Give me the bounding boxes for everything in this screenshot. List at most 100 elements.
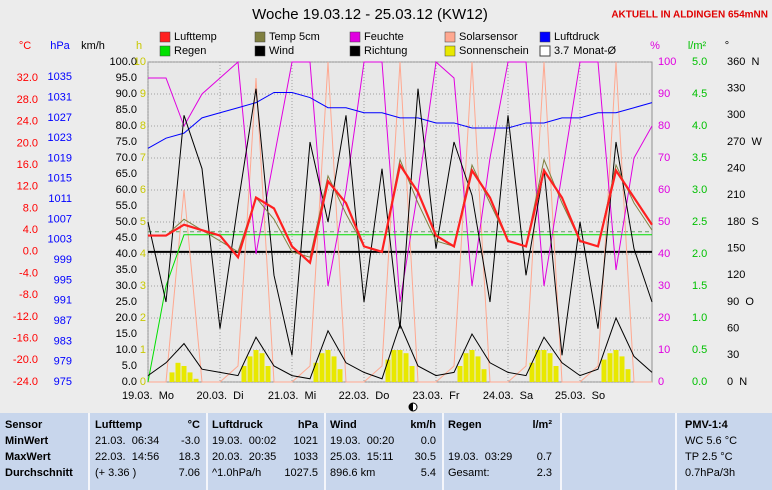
y-tick-label: 55.0 xyxy=(116,200,137,212)
y-tick-label: 32.0 xyxy=(17,72,38,84)
table-cell: Regen xyxy=(448,419,482,431)
axis-title: % xyxy=(650,40,660,52)
table-cell: 19.03. 00:02 xyxy=(212,435,277,447)
legend-label: Wind xyxy=(269,45,294,57)
x-tick-label: 19.03. Mo xyxy=(122,390,174,402)
y-tick-label: 987 xyxy=(54,315,72,327)
y-tick-label: 1.0 xyxy=(692,312,707,324)
separator xyxy=(560,413,562,490)
table-cell: 19.03. 03:29 xyxy=(448,451,513,463)
y-tick-label: 1027 xyxy=(48,112,72,124)
chart: Woche 19.03.12 - 25.03.12 (KW12) AKTUELL… xyxy=(13,6,768,412)
separator xyxy=(88,413,90,490)
table-cell: l/m² xyxy=(532,419,552,431)
y-tick-label: 1015 xyxy=(48,173,72,185)
bar xyxy=(241,366,247,382)
y-tick-label: 120 xyxy=(727,269,745,281)
legend-swatch xyxy=(444,45,456,57)
table-cell: 1021 xyxy=(293,435,318,447)
bar xyxy=(385,359,391,382)
table-cell: 22.03. 14:56 xyxy=(95,451,160,463)
legend-swatch xyxy=(159,31,171,43)
y-tick-label: 30 xyxy=(727,349,739,361)
legend-label: Regen xyxy=(174,45,206,57)
bar xyxy=(481,369,487,382)
y-tick-label: 10.0 xyxy=(116,344,137,356)
bar xyxy=(175,362,181,382)
x-tick-label: 24.03. Sa xyxy=(483,390,534,402)
legend-label: Temp 5cm xyxy=(269,31,320,43)
y-tick-label: -4.0 xyxy=(19,267,38,279)
y-tick-label: 70.0 xyxy=(116,152,137,164)
y-tick-label: 300 xyxy=(727,109,745,121)
series-line xyxy=(147,234,652,383)
bar xyxy=(391,350,397,382)
y-tick-label: 4 xyxy=(140,248,146,260)
legend-swatch xyxy=(159,45,171,57)
y-tick-label: 100 xyxy=(658,56,676,68)
table-cell: MinWert xyxy=(5,435,49,447)
bar xyxy=(253,350,259,382)
y-tick-label: 1 xyxy=(140,344,146,356)
legend-label: Solarsensor xyxy=(459,31,518,43)
bar xyxy=(409,366,415,382)
y-tick-label: 20 xyxy=(658,312,670,324)
y-tick-label: 28.0 xyxy=(17,94,38,106)
y-tick-label: 3.5 xyxy=(692,152,707,164)
bar xyxy=(541,350,547,382)
table-cell: 0.7 xyxy=(536,451,552,463)
y-tick-label: 1.5 xyxy=(692,280,707,292)
table-cell: Lufttemp xyxy=(95,419,143,431)
y-tick-label: 150 xyxy=(727,243,745,255)
y-tick-label: 1007 xyxy=(48,213,72,225)
bar xyxy=(259,353,265,382)
bar xyxy=(337,369,343,382)
table-cell: 0.7hPa/3h xyxy=(685,467,736,479)
bar xyxy=(403,353,409,382)
bar xyxy=(529,362,535,382)
y-tick-label: 20.0 xyxy=(17,137,38,149)
y-tick-label: 0 xyxy=(658,376,664,388)
y-tick-label: 7 xyxy=(140,152,146,164)
y-tick-label: 25.0 xyxy=(116,296,137,308)
y-tick-label: 50.0 xyxy=(116,216,137,228)
series-line xyxy=(147,316,653,380)
y-tick-label: 0.0 xyxy=(23,246,38,258)
table-cell: Luftdruck xyxy=(212,419,263,431)
legend-swatch xyxy=(539,45,551,57)
legend-label: Sonnenschein xyxy=(459,45,529,57)
table-cell: 25.03. 15:11 xyxy=(330,451,394,463)
y-tick-label: 1019 xyxy=(48,152,72,164)
bar xyxy=(313,362,319,382)
y-tick-label: 270 W xyxy=(727,136,762,148)
table-cell: 2.3 xyxy=(536,467,552,479)
y-tick-label: 8 xyxy=(140,120,146,132)
x-tick-label: 21.03. Mi xyxy=(268,390,316,402)
y-tick-label: 30 xyxy=(658,280,670,292)
series-line xyxy=(147,88,653,356)
bar xyxy=(265,366,271,382)
bar xyxy=(169,372,175,382)
y-tick-label: 983 xyxy=(54,335,72,347)
y-tick-label: -8.0 xyxy=(19,289,38,301)
separator xyxy=(206,413,208,490)
table-cell: ^1.0hPa/h xyxy=(212,467,262,479)
bar xyxy=(331,356,337,382)
bar xyxy=(457,366,463,382)
legend-label: 3.7 Monat-Ø xyxy=(554,45,617,57)
y-tick-label: 80.0 xyxy=(116,120,137,132)
y-tick-label: 2 xyxy=(140,312,146,324)
table-cell: 0.0 xyxy=(420,435,436,447)
y-tick-label: 90 O xyxy=(727,296,754,308)
table-cell: MaxWert xyxy=(5,451,51,463)
table-cell: 1027.5 xyxy=(284,467,318,479)
y-tick-label: 6 xyxy=(140,184,146,196)
moon-icon xyxy=(408,402,418,412)
y-tick-label: 0.0 xyxy=(692,376,707,388)
bar xyxy=(469,350,475,382)
legend-label: Luftdruck xyxy=(554,31,600,43)
bar xyxy=(625,369,631,382)
legend-swatch xyxy=(254,45,266,57)
axis-title: ° xyxy=(725,40,729,52)
